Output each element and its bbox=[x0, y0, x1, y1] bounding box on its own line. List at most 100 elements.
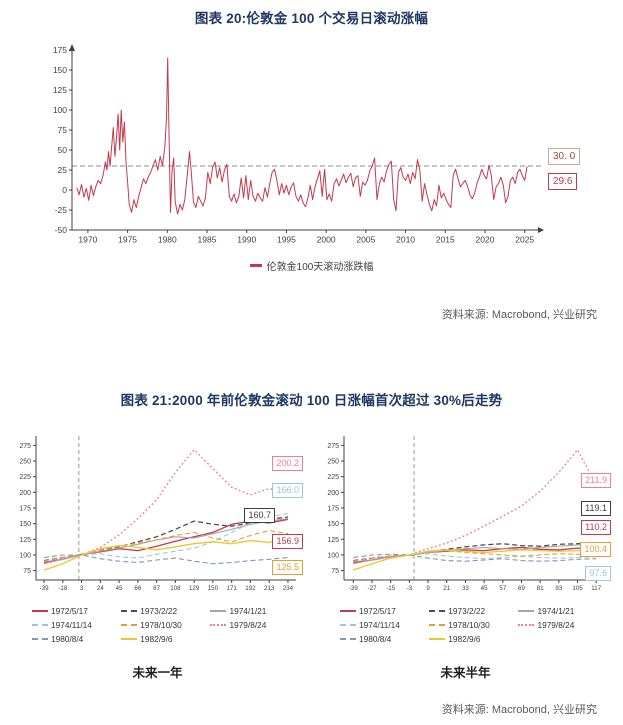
legend-label: 1982/9/6 bbox=[448, 634, 481, 644]
fig21-left-horizon-label: 未来一年 bbox=[132, 666, 183, 680]
end-value-callout: 211.9 bbox=[581, 473, 611, 488]
svg-text:1980: 1980 bbox=[158, 235, 177, 245]
fig20-chart-area: -50 -25 0 25 50 75 100 125 150 175 1970 1975 1980 198… bbox=[0, 40, 623, 302]
end-value-callout: 110.2 bbox=[581, 520, 611, 535]
legend-label: 伦敦金100天滚动涨跌幅 bbox=[266, 262, 374, 273]
legend-swatch bbox=[249, 264, 262, 267]
fig21-panels: 75 100 125 150 175 200 225 250 275 -39 -18 3 24 45 66 8… bbox=[0, 428, 623, 681]
svg-text:66: 66 bbox=[134, 585, 141, 592]
legend-swatch bbox=[32, 624, 48, 626]
legend-item: 1980/8/4 bbox=[32, 632, 121, 646]
legend-item: 1978/10/30 bbox=[121, 618, 210, 632]
legend-item: 1982/9/6 bbox=[121, 632, 210, 646]
svg-text:150: 150 bbox=[19, 521, 31, 528]
svg-text:-27: -27 bbox=[368, 585, 378, 592]
svg-text:175: 175 bbox=[327, 505, 339, 512]
svg-text:-15: -15 bbox=[386, 585, 396, 592]
svg-text:25: 25 bbox=[58, 165, 68, 175]
legend-swatch bbox=[518, 624, 535, 626]
svg-text:45: 45 bbox=[116, 585, 123, 592]
last-value-callout: 29.6 bbox=[548, 173, 578, 190]
y-axis-arrow-icon bbox=[69, 44, 75, 51]
legend-swatch bbox=[340, 610, 356, 612]
tick-labels: -50 -25 0 25 50 75 100 125 150 175 1970 1975 1980 198… bbox=[53, 45, 535, 245]
svg-text:-50: -50 bbox=[55, 225, 68, 235]
svg-text:2010: 2010 bbox=[396, 235, 415, 245]
legend-swatch bbox=[32, 610, 48, 612]
svg-text:225: 225 bbox=[19, 474, 31, 481]
legend-swatch bbox=[429, 638, 446, 640]
legend-swatch bbox=[429, 624, 446, 626]
svg-text:1990: 1990 bbox=[237, 235, 256, 245]
svg-text:81: 81 bbox=[537, 585, 544, 592]
series-1982-9-6 bbox=[353, 549, 597, 571]
legend-label: 1974/11/14 bbox=[359, 620, 400, 630]
fig21-right-horizon-label: 未来半年 bbox=[440, 666, 491, 680]
svg-text:45: 45 bbox=[481, 585, 488, 592]
svg-text:-39: -39 bbox=[349, 585, 359, 592]
legend-swatch bbox=[121, 624, 138, 626]
legend-item: 1979/8/24 bbox=[210, 618, 299, 632]
legend-label: 1982/9/6 bbox=[140, 634, 173, 644]
legend-item: 1973/2/22 bbox=[429, 604, 518, 618]
legend-label: 1974/11/14 bbox=[51, 620, 92, 630]
svg-text:24: 24 bbox=[97, 585, 104, 592]
legend-swatch bbox=[121, 610, 138, 612]
fig20-plot: -50 -25 0 25 50 75 100 125 150 175 1970 1975 1980 198… bbox=[53, 44, 544, 245]
end-value-callout: 97.6 bbox=[585, 566, 611, 581]
svg-text:200: 200 bbox=[19, 490, 31, 497]
legend-label: 1979/8/24 bbox=[229, 620, 267, 630]
legend-item: 1974/11/14 bbox=[32, 618, 121, 632]
svg-text:108: 108 bbox=[170, 585, 181, 592]
legend-swatch bbox=[210, 610, 227, 612]
svg-text:275: 275 bbox=[327, 443, 339, 450]
legend-label: 1974/1/21 bbox=[537, 606, 575, 616]
svg-text:100: 100 bbox=[19, 552, 31, 559]
svg-text:171: 171 bbox=[227, 585, 238, 592]
svg-text:234: 234 bbox=[283, 585, 294, 592]
legend-item: 1974/11/14 bbox=[340, 618, 429, 632]
legend-label: 1972/5/17 bbox=[359, 606, 396, 616]
series--100- bbox=[76, 57, 528, 215]
fig21-right-panel: 75 100 125 150 175 200 225 250 275 -39 -27 -15 -3 9 21… bbox=[314, 428, 617, 681]
axes bbox=[33, 436, 296, 583]
end-value-callout: 160.7 bbox=[244, 508, 275, 523]
svg-text:-18: -18 bbox=[58, 585, 68, 592]
svg-text:1975: 1975 bbox=[118, 235, 137, 245]
svg-text:150: 150 bbox=[208, 585, 219, 592]
svg-text:2000: 2000 bbox=[317, 235, 336, 245]
series-1980-8-4 bbox=[43, 554, 289, 565]
svg-text:-3: -3 bbox=[407, 585, 413, 592]
svg-text:175: 175 bbox=[19, 505, 31, 512]
legend-swatch bbox=[32, 638, 48, 640]
svg-text:125: 125 bbox=[53, 85, 67, 95]
svg-text:75: 75 bbox=[23, 568, 31, 575]
svg-text:3: 3 bbox=[80, 585, 84, 592]
svg-text:75: 75 bbox=[331, 568, 339, 575]
svg-text:69: 69 bbox=[518, 585, 525, 592]
svg-text:150: 150 bbox=[53, 65, 67, 75]
svg-text:100: 100 bbox=[53, 105, 67, 115]
svg-text:213: 213 bbox=[264, 585, 275, 592]
legend-item: 1974/1/21 bbox=[210, 604, 299, 618]
svg-text:2025: 2025 bbox=[515, 235, 534, 245]
svg-text:175: 175 bbox=[53, 45, 67, 55]
legend-swatch bbox=[429, 610, 446, 612]
series-1979-8-24 bbox=[43, 449, 289, 565]
svg-text:-39: -39 bbox=[40, 585, 50, 592]
legend-label: 1979/8/24 bbox=[537, 620, 575, 630]
fig20-legend: 伦敦金100天滚动涨跌幅 bbox=[0, 258, 623, 273]
fig20-source: 资料来源: Macrobond, 兴业研究 bbox=[441, 309, 597, 321]
tick-labels: 75 100 125 150 175 200 225 250 275 -39 -18 3 24 45 66 8… bbox=[19, 443, 293, 592]
legend-label: 1978/10/30 bbox=[448, 620, 490, 630]
series-1978-10-30 bbox=[353, 550, 597, 563]
legend-swatch bbox=[340, 638, 356, 640]
legend-label: 1973/2/22 bbox=[140, 606, 178, 616]
end-value-callout: 166.0 bbox=[272, 483, 303, 498]
end-value-callout: 100.4 bbox=[580, 542, 611, 557]
svg-text:275: 275 bbox=[19, 443, 31, 450]
legend-label: 1973/2/22 bbox=[448, 606, 486, 616]
svg-text:250: 250 bbox=[19, 458, 31, 465]
